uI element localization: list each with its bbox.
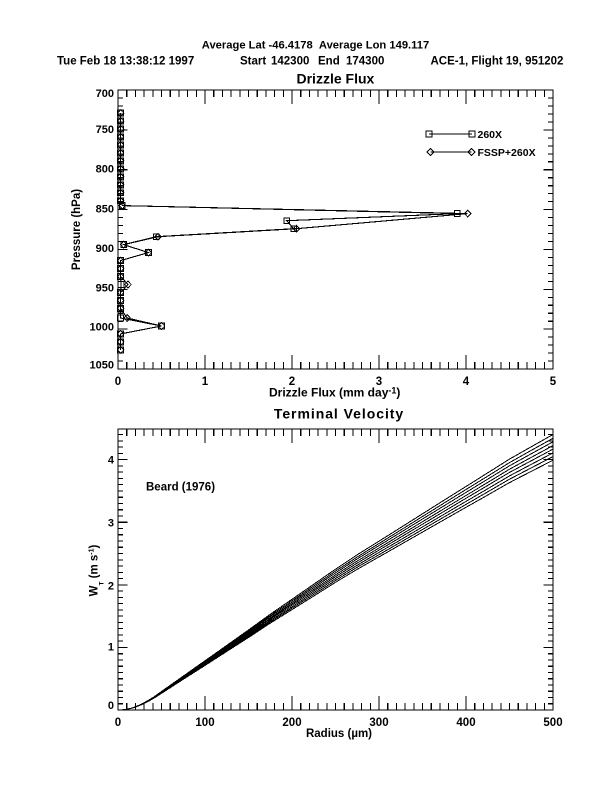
svg-text:850: 850 [96, 204, 114, 216]
svg-text:1000: 1000 [90, 322, 114, 334]
svg-text:Radius (µm): Radius (µm) [306, 728, 372, 740]
svg-text:700: 700 [96, 88, 114, 100]
svg-text:4: 4 [463, 376, 470, 388]
svg-text:800: 800 [96, 164, 114, 176]
svg-text:Tue Feb 18 13:38:12 1997: Tue Feb 18 13:38:12 1997 [57, 56, 194, 68]
svg-text:300: 300 [369, 717, 388, 729]
svg-text:0: 0 [115, 717, 121, 729]
svg-text:Terminal Velocity: Terminal Velocity [274, 406, 404, 422]
svg-text:1: 1 [108, 642, 114, 654]
svg-text:260X: 260X [478, 129, 503, 141]
svg-text:1: 1 [202, 376, 209, 388]
svg-text:2: 2 [289, 376, 295, 388]
svg-text:Beard (1976): Beard (1976) [146, 482, 215, 494]
svg-text:FSSP+260X: FSSP+260X [478, 147, 536, 159]
svg-text:400: 400 [456, 717, 475, 729]
svg-text:750: 750 [96, 124, 114, 136]
svg-text:3: 3 [376, 376, 382, 388]
svg-text:Drizzle Flux: Drizzle Flux [297, 71, 375, 87]
svg-text:2: 2 [108, 580, 114, 592]
svg-text:0: 0 [115, 376, 121, 388]
svg-text:4: 4 [108, 455, 115, 467]
svg-text:100: 100 [195, 717, 214, 729]
svg-text:0: 0 [108, 700, 114, 712]
svg-text:200: 200 [282, 717, 301, 729]
svg-text:950: 950 [96, 283, 114, 295]
svg-text:900: 900 [96, 243, 114, 255]
svg-text:1050: 1050 [90, 360, 114, 372]
svg-text:Drizzle Flux (mm day-1): Drizzle Flux (mm day-1) [269, 385, 400, 399]
svg-text:3: 3 [108, 518, 114, 530]
svg-text:500: 500 [543, 717, 562, 729]
svg-text:5: 5 [550, 376, 557, 388]
svg-text:Average Lat -46.4178 Average: Average Lat -46.4178 Average Lon 149.117 [202, 40, 429, 52]
svg-text:ACE-1, Flight 19, 951202: ACE-1, Flight 19, 951202 [431, 56, 564, 68]
svg-text:Pressure (hPa): Pressure (hPa) [71, 189, 83, 270]
